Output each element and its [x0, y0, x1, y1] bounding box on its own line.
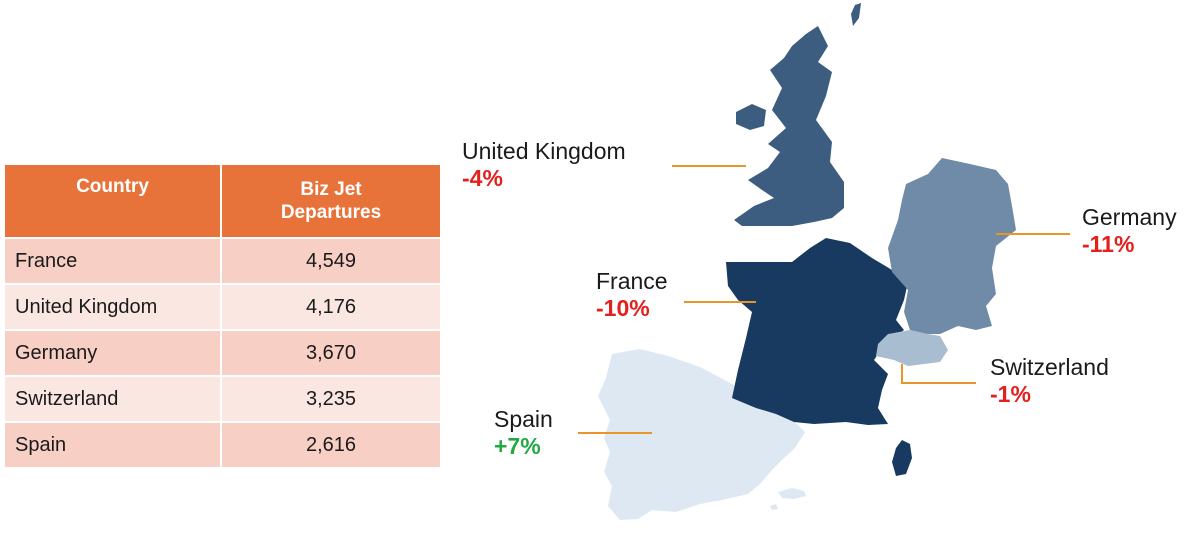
header-departures-line2: Departures: [280, 202, 382, 223]
header-departures: Biz Jet Departures: [220, 163, 442, 239]
region-united-kingdom-ni: [736, 104, 766, 130]
cell-country: Switzerland: [3, 375, 222, 423]
cell-departures: 4,176: [220, 283, 442, 331]
label-change: -11%: [1082, 231, 1135, 257]
label-change: +7%: [494, 433, 541, 459]
label-united-kingdom: United Kingdom -4%: [462, 138, 626, 192]
region-united-kingdom: [734, 26, 844, 226]
cell-country: United Kingdom: [3, 283, 222, 331]
header-departures-line1: Biz Jet: [300, 179, 362, 200]
label-switzerland: Switzerland -1%: [990, 354, 1109, 408]
region-united-kingdom-shetland: [851, 3, 861, 26]
cell-country: France: [3, 237, 222, 285]
region-france-corsica: [892, 440, 912, 476]
cell-departures: 3,670: [220, 329, 442, 377]
label-name: Spain: [494, 406, 553, 432]
label-name: Germany: [1082, 204, 1177, 230]
label-france: France -10%: [596, 268, 668, 322]
region-germany: [888, 158, 1016, 334]
label-name: United Kingdom: [462, 138, 626, 164]
leader-line-switzerland: [901, 364, 976, 384]
table-row: Switzerland 3,235: [3, 375, 442, 423]
region-spain: [598, 349, 805, 520]
table-row: Germany 3,670: [3, 329, 442, 377]
label-change: -1%: [990, 381, 1031, 407]
label-change: -10%: [596, 295, 650, 321]
cell-departures: 2,616: [220, 421, 442, 469]
cell-departures: 4,549: [220, 237, 442, 285]
label-germany: Germany -11%: [1082, 204, 1177, 258]
table-row: France 4,549: [3, 237, 442, 285]
region-france: [726, 238, 908, 425]
cell-country: Spain: [3, 421, 222, 469]
departures-table: Country Biz Jet Departures France 4,549 …: [3, 163, 442, 469]
cell-departures: 3,235: [220, 375, 442, 423]
header-country: Country: [3, 163, 222, 239]
table-row: United Kingdom 4,176: [3, 283, 442, 331]
label-name: Switzerland: [990, 354, 1109, 380]
table-header-row: Country Biz Jet Departures: [3, 163, 442, 239]
region-switzerland: [876, 330, 948, 366]
label-spain: Spain +7%: [494, 406, 553, 460]
cell-country: Germany: [3, 329, 222, 377]
departures-table-container: Country Biz Jet Departures France 4,549 …: [3, 163, 442, 469]
table-row: Spain 2,616: [3, 421, 442, 469]
label-name: France: [596, 268, 668, 294]
label-change: -4%: [462, 165, 503, 191]
region-spain-islands: [770, 488, 806, 510]
